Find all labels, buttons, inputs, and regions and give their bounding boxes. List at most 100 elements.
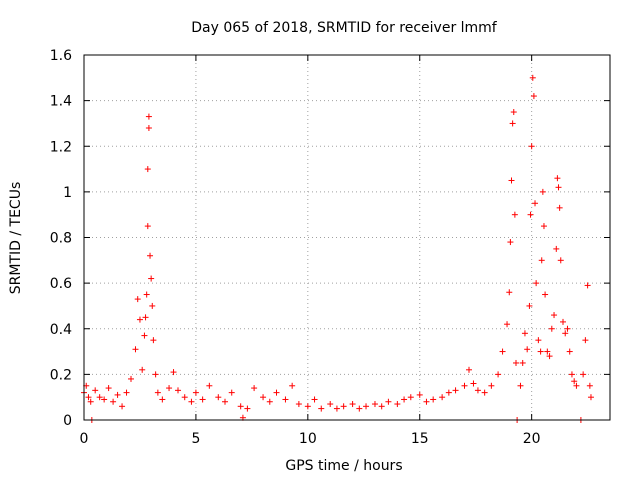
data-point [260, 394, 267, 401]
x-tick-label: 10 [299, 431, 317, 447]
data-point [136, 316, 143, 323]
data-point [562, 330, 569, 337]
data-point [548, 325, 555, 332]
data-point [564, 325, 571, 332]
data-point [378, 403, 385, 410]
data-point [519, 359, 526, 366]
data-point [452, 387, 459, 394]
data-point [568, 371, 575, 378]
data-point [139, 366, 146, 373]
y-tick-label: 1.2 [50, 139, 72, 155]
chart-title: Day 065 of 2018, SRMTID for receiver lmm… [191, 20, 498, 36]
data-point [199, 396, 206, 403]
data-point [154, 389, 161, 396]
data-point [289, 382, 296, 389]
data-point [401, 396, 408, 403]
data-point [526, 302, 533, 309]
data-point [587, 394, 594, 401]
data-point [145, 125, 152, 131]
data-point [506, 289, 513, 296]
data-point [539, 188, 546, 195]
x-tick-label: 0 [80, 431, 89, 447]
data-point [128, 375, 135, 382]
data-point [132, 346, 139, 353]
data-point [524, 346, 531, 353]
data-point [538, 257, 545, 264]
data-point [134, 296, 141, 303]
data-point [528, 143, 535, 150]
x-tick-label: 15 [411, 431, 429, 447]
data-point [251, 385, 258, 392]
data-point [573, 382, 580, 389]
data-point [546, 353, 553, 360]
data-point [152, 371, 159, 378]
data-point [181, 394, 188, 401]
data-point [556, 204, 563, 211]
data-point [222, 398, 229, 405]
data-point [311, 396, 318, 403]
data-point [535, 337, 542, 344]
data-point [159, 396, 166, 403]
data-point [495, 371, 502, 378]
data-point [166, 385, 173, 392]
data-point [318, 405, 325, 412]
data-point [147, 252, 154, 259]
y-axis-label: SRMTID / TECUs [8, 182, 24, 295]
x-tick-label: 5 [191, 431, 200, 447]
data-point [92, 387, 99, 394]
data-point [206, 382, 213, 389]
y-tick-label: 0.2 [50, 367, 72, 383]
data-point [504, 321, 511, 328]
data-point [527, 211, 534, 218]
data-point [509, 120, 516, 127]
data-point [244, 405, 251, 412]
data-point [266, 398, 273, 405]
x-axis-tick-labels: 0 5 10 15 20 [80, 431, 541, 447]
data-point [582, 337, 589, 344]
data-point [407, 394, 414, 401]
data-point [237, 403, 244, 410]
data-point [571, 378, 578, 385]
data-point [349, 401, 356, 408]
data-point [333, 405, 340, 412]
data-point [580, 371, 587, 378]
data-point [144, 166, 151, 173]
data-point [87, 398, 94, 405]
data-point [385, 398, 392, 405]
data-point [423, 398, 430, 405]
data-point [445, 389, 452, 396]
data-point [557, 257, 564, 264]
data-point [554, 175, 561, 182]
data-point [228, 389, 235, 396]
data-point [150, 337, 157, 344]
data-point [537, 348, 544, 355]
data-point [586, 382, 593, 389]
data-point [143, 291, 150, 298]
data-point [551, 312, 558, 319]
data-point [188, 398, 195, 405]
data-point [540, 223, 547, 230]
data-point [439, 394, 446, 401]
data-point [148, 275, 155, 282]
data-point [559, 318, 566, 325]
y-tick-label: 0.8 [50, 231, 72, 247]
axis-ticks [83, 54, 610, 421]
x-tick-label: 20 [523, 431, 541, 447]
data-point [499, 348, 506, 355]
data-point [533, 280, 540, 287]
data-point [488, 382, 495, 389]
y-tick-label: 1 [63, 185, 72, 201]
data-point [507, 239, 514, 246]
data-point [340, 403, 347, 410]
data-point [584, 282, 591, 289]
data-point [532, 200, 539, 207]
data-point [175, 387, 182, 394]
data-point [529, 74, 536, 81]
data-point [142, 314, 149, 321]
y-tick-label: 0.4 [50, 322, 72, 338]
data-point [553, 245, 560, 252]
data-point [481, 389, 488, 396]
y-axis-tick-labels: 0 0.2 0.4 0.6 0.8 1 1.2 1.4 1.6 [50, 48, 72, 429]
data-point [465, 366, 472, 373]
